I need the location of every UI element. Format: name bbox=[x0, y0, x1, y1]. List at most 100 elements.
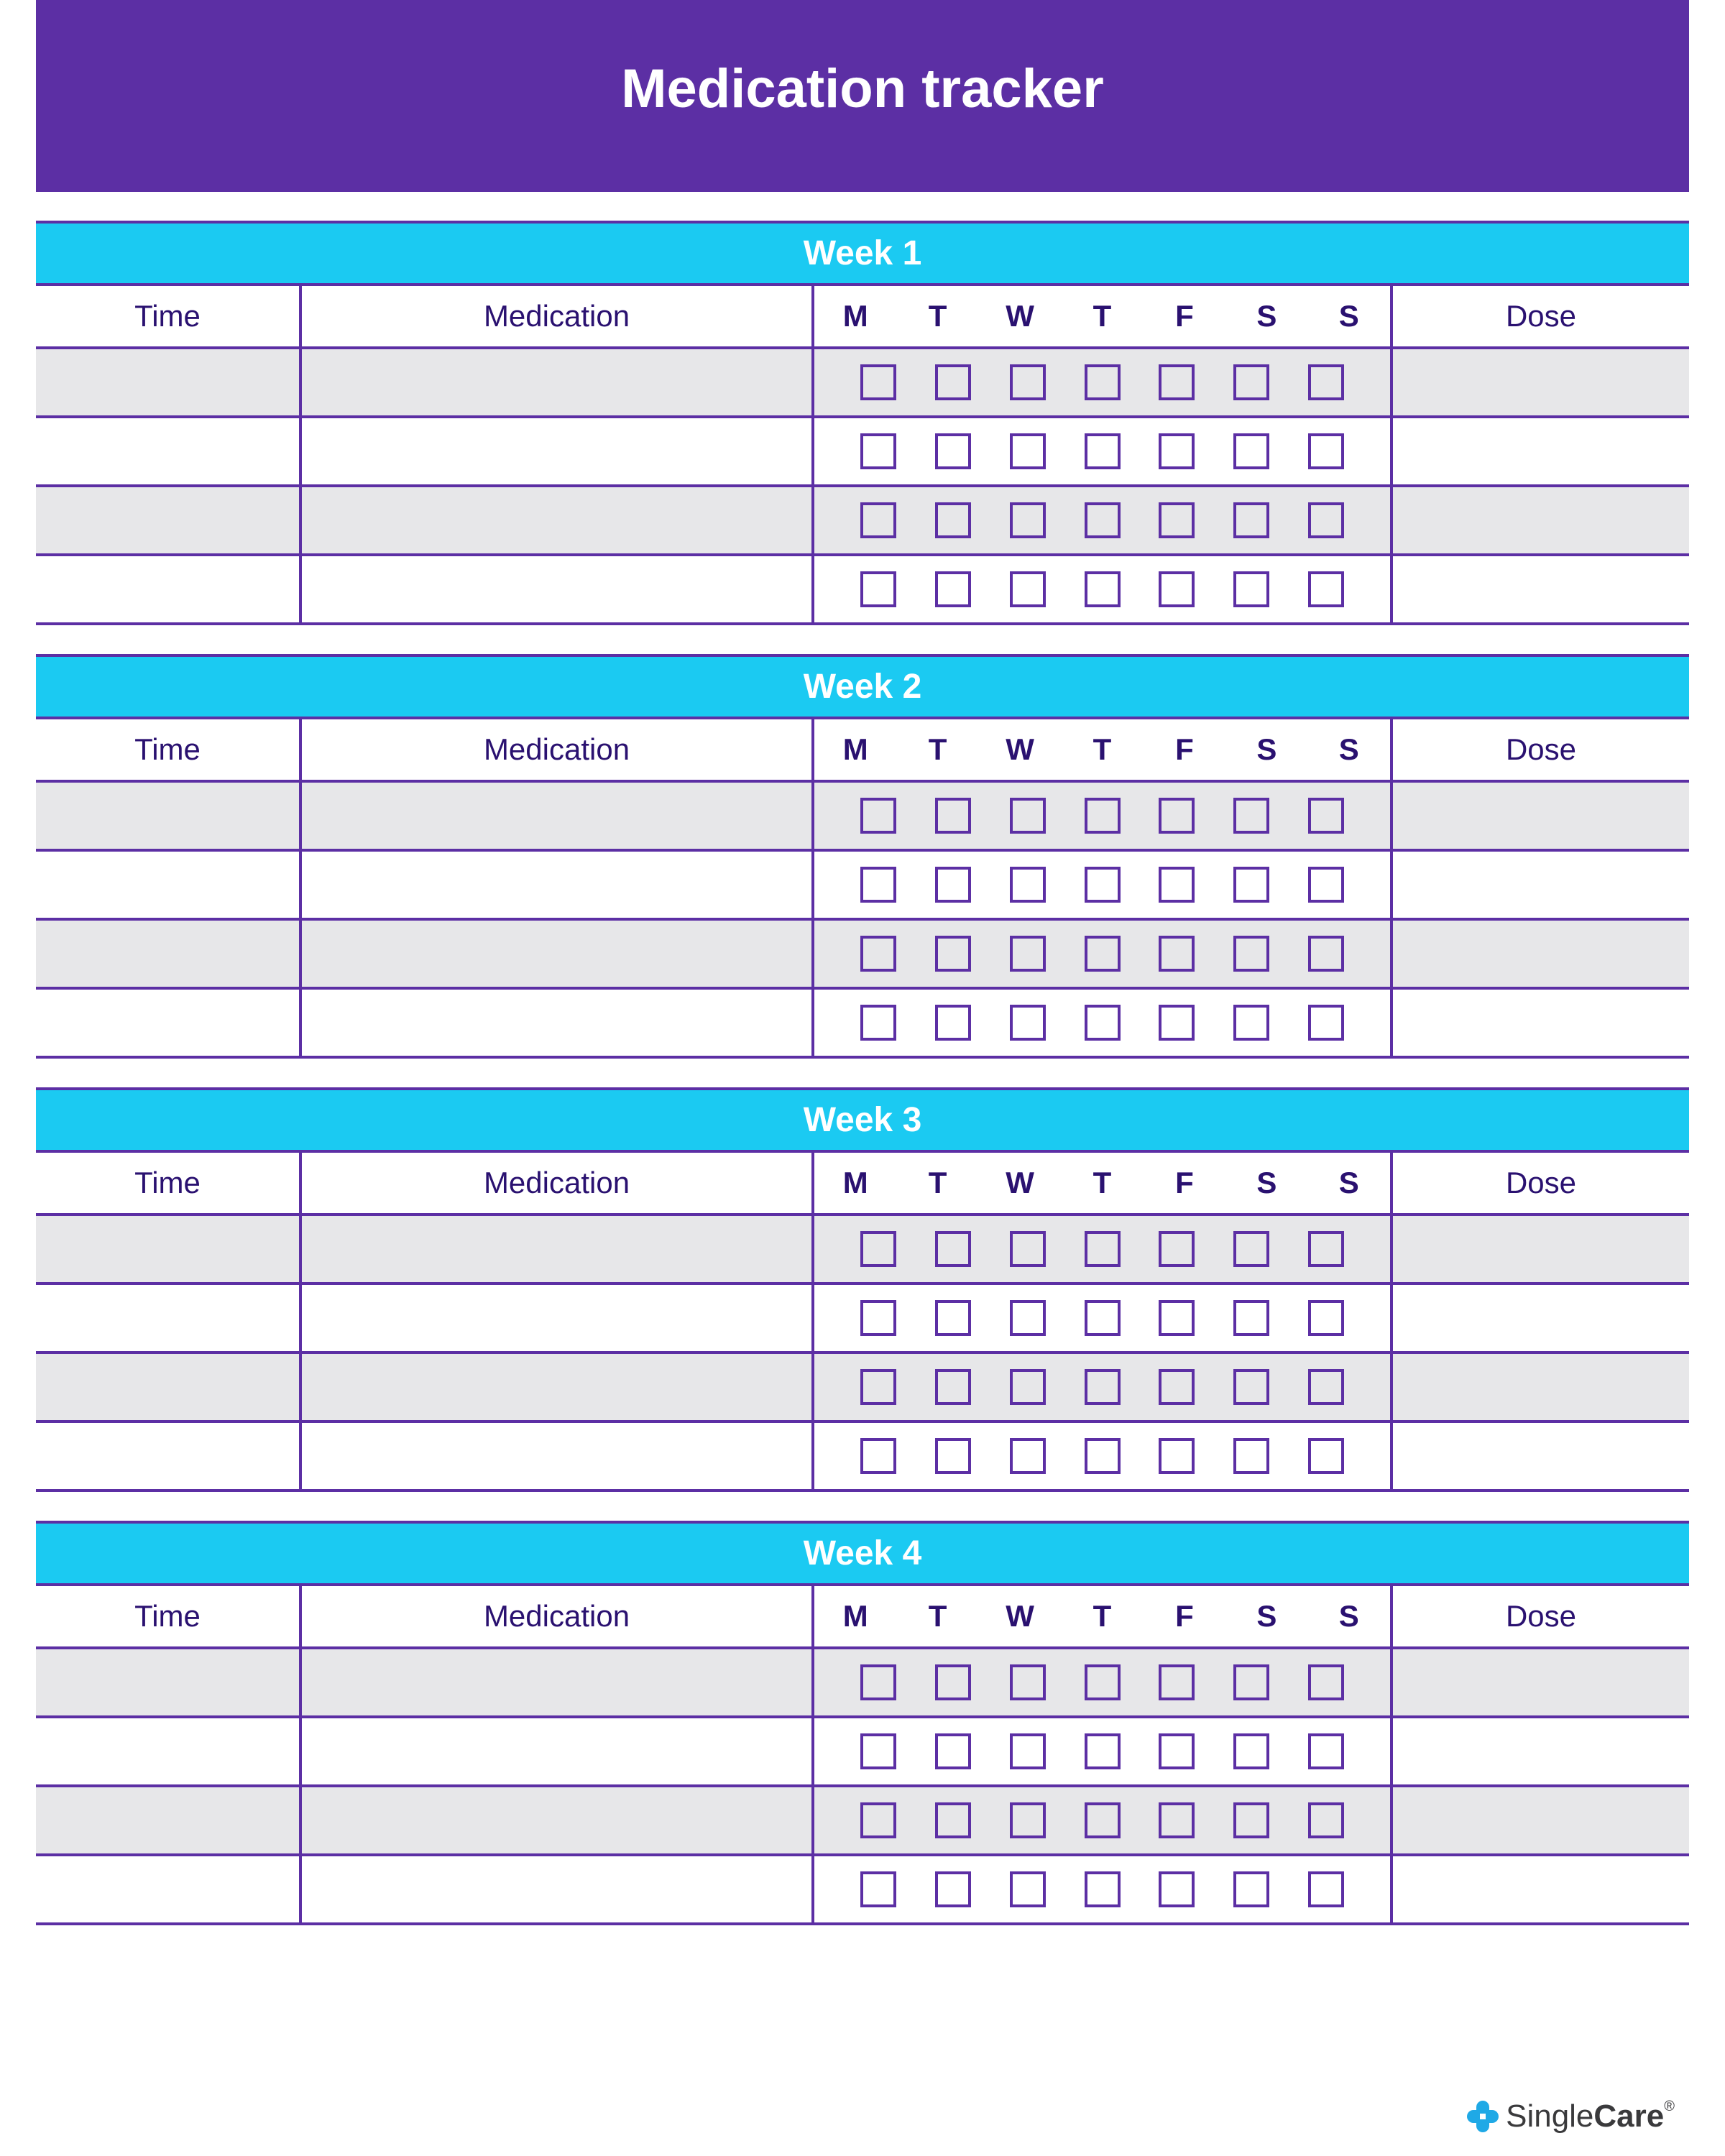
day-checkbox[interactable] bbox=[1085, 1369, 1121, 1405]
day-checkbox[interactable] bbox=[935, 364, 971, 400]
day-checkbox[interactable] bbox=[1308, 364, 1344, 400]
day-checkbox[interactable] bbox=[1233, 433, 1269, 469]
day-checkbox[interactable] bbox=[1010, 1005, 1046, 1041]
day-checkbox[interactable] bbox=[1085, 364, 1121, 400]
day-checkbox[interactable] bbox=[1159, 1664, 1195, 1700]
day-checkbox[interactable] bbox=[1308, 936, 1344, 972]
day-checkbox[interactable] bbox=[1233, 1733, 1269, 1769]
dose-cell[interactable] bbox=[1392, 919, 1689, 988]
day-checkbox[interactable] bbox=[1159, 798, 1195, 834]
day-checkbox[interactable] bbox=[1308, 1871, 1344, 1907]
medication-cell[interactable] bbox=[300, 1648, 813, 1717]
time-cell[interactable] bbox=[36, 1648, 300, 1717]
day-checkbox[interactable] bbox=[1010, 936, 1046, 972]
day-checkbox[interactable] bbox=[1085, 1005, 1121, 1041]
day-checkbox[interactable] bbox=[1308, 1664, 1344, 1700]
day-checkbox[interactable] bbox=[860, 936, 896, 972]
day-checkbox[interactable] bbox=[935, 433, 971, 469]
day-checkbox[interactable] bbox=[1233, 1438, 1269, 1474]
medication-cell[interactable] bbox=[300, 781, 813, 850]
time-cell[interactable] bbox=[36, 1786, 300, 1855]
dose-cell[interactable] bbox=[1392, 1215, 1689, 1284]
day-checkbox[interactable] bbox=[1159, 1300, 1195, 1336]
day-checkbox[interactable] bbox=[935, 1802, 971, 1838]
day-checkbox[interactable] bbox=[1308, 1369, 1344, 1405]
day-checkbox[interactable] bbox=[1233, 798, 1269, 834]
day-checkbox[interactable] bbox=[860, 1005, 896, 1041]
day-checkbox[interactable] bbox=[1233, 1231, 1269, 1267]
time-cell[interactable] bbox=[36, 1855, 300, 1924]
day-checkbox[interactable] bbox=[1159, 502, 1195, 538]
day-checkbox[interactable] bbox=[1159, 867, 1195, 903]
day-checkbox[interactable] bbox=[1159, 433, 1195, 469]
dose-cell[interactable] bbox=[1392, 348, 1689, 417]
time-cell[interactable] bbox=[36, 850, 300, 919]
day-checkbox[interactable] bbox=[935, 936, 971, 972]
day-checkbox[interactable] bbox=[1308, 867, 1344, 903]
day-checkbox[interactable] bbox=[1085, 1300, 1121, 1336]
time-cell[interactable] bbox=[36, 1284, 300, 1353]
day-checkbox[interactable] bbox=[1159, 1871, 1195, 1907]
day-checkbox[interactable] bbox=[1308, 1231, 1344, 1267]
day-checkbox[interactable] bbox=[1233, 1005, 1269, 1041]
medication-cell[interactable] bbox=[300, 1215, 813, 1284]
day-checkbox[interactable] bbox=[1159, 364, 1195, 400]
dose-cell[interactable] bbox=[1392, 1284, 1689, 1353]
dose-cell[interactable] bbox=[1392, 988, 1689, 1057]
time-cell[interactable] bbox=[36, 1422, 300, 1491]
day-checkbox[interactable] bbox=[935, 1231, 971, 1267]
medication-cell[interactable] bbox=[300, 417, 813, 486]
day-checkbox[interactable] bbox=[860, 364, 896, 400]
day-checkbox[interactable] bbox=[1233, 1871, 1269, 1907]
medication-cell[interactable] bbox=[300, 919, 813, 988]
day-checkbox[interactable] bbox=[1010, 1664, 1046, 1700]
day-checkbox[interactable] bbox=[1233, 936, 1269, 972]
day-checkbox[interactable] bbox=[1233, 1664, 1269, 1700]
time-cell[interactable] bbox=[36, 486, 300, 555]
time-cell[interactable] bbox=[36, 555, 300, 624]
day-checkbox[interactable] bbox=[1085, 867, 1121, 903]
day-checkbox[interactable] bbox=[1308, 502, 1344, 538]
day-checkbox[interactable] bbox=[935, 867, 971, 903]
day-checkbox[interactable] bbox=[860, 867, 896, 903]
dose-cell[interactable] bbox=[1392, 1855, 1689, 1924]
day-checkbox[interactable] bbox=[1010, 1231, 1046, 1267]
day-checkbox[interactable] bbox=[860, 1733, 896, 1769]
day-checkbox[interactable] bbox=[860, 1231, 896, 1267]
day-checkbox[interactable] bbox=[1010, 1802, 1046, 1838]
day-checkbox[interactable] bbox=[860, 433, 896, 469]
day-checkbox[interactable] bbox=[1233, 1300, 1269, 1336]
day-checkbox[interactable] bbox=[935, 1300, 971, 1336]
dose-cell[interactable] bbox=[1392, 781, 1689, 850]
day-checkbox[interactable] bbox=[1010, 1300, 1046, 1336]
day-checkbox[interactable] bbox=[1233, 1802, 1269, 1838]
time-cell[interactable] bbox=[36, 1353, 300, 1422]
day-checkbox[interactable] bbox=[1159, 1733, 1195, 1769]
medication-cell[interactable] bbox=[300, 1284, 813, 1353]
day-checkbox[interactable] bbox=[935, 1871, 971, 1907]
time-cell[interactable] bbox=[36, 781, 300, 850]
medication-cell[interactable] bbox=[300, 1786, 813, 1855]
day-checkbox[interactable] bbox=[860, 1802, 896, 1838]
day-checkbox[interactable] bbox=[1085, 798, 1121, 834]
day-checkbox[interactable] bbox=[1159, 571, 1195, 607]
dose-cell[interactable] bbox=[1392, 555, 1689, 624]
day-checkbox[interactable] bbox=[1085, 433, 1121, 469]
day-checkbox[interactable] bbox=[1159, 936, 1195, 972]
day-checkbox[interactable] bbox=[935, 502, 971, 538]
medication-cell[interactable] bbox=[300, 348, 813, 417]
dose-cell[interactable] bbox=[1392, 1648, 1689, 1717]
day-checkbox[interactable] bbox=[1010, 571, 1046, 607]
day-checkbox[interactable] bbox=[1233, 364, 1269, 400]
day-checkbox[interactable] bbox=[1085, 1733, 1121, 1769]
dose-cell[interactable] bbox=[1392, 850, 1689, 919]
day-checkbox[interactable] bbox=[1233, 867, 1269, 903]
day-checkbox[interactable] bbox=[935, 1438, 971, 1474]
day-checkbox[interactable] bbox=[1010, 1871, 1046, 1907]
day-checkbox[interactable] bbox=[860, 1871, 896, 1907]
day-checkbox[interactable] bbox=[1085, 1231, 1121, 1267]
day-checkbox[interactable] bbox=[1010, 364, 1046, 400]
time-cell[interactable] bbox=[36, 919, 300, 988]
day-checkbox[interactable] bbox=[1010, 1733, 1046, 1769]
time-cell[interactable] bbox=[36, 417, 300, 486]
